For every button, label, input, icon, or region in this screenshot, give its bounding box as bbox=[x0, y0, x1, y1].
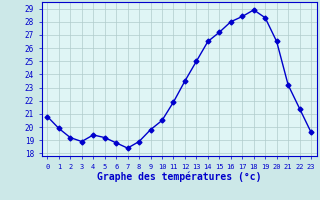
X-axis label: Graphe des températures (°c): Graphe des températures (°c) bbox=[97, 171, 261, 182]
